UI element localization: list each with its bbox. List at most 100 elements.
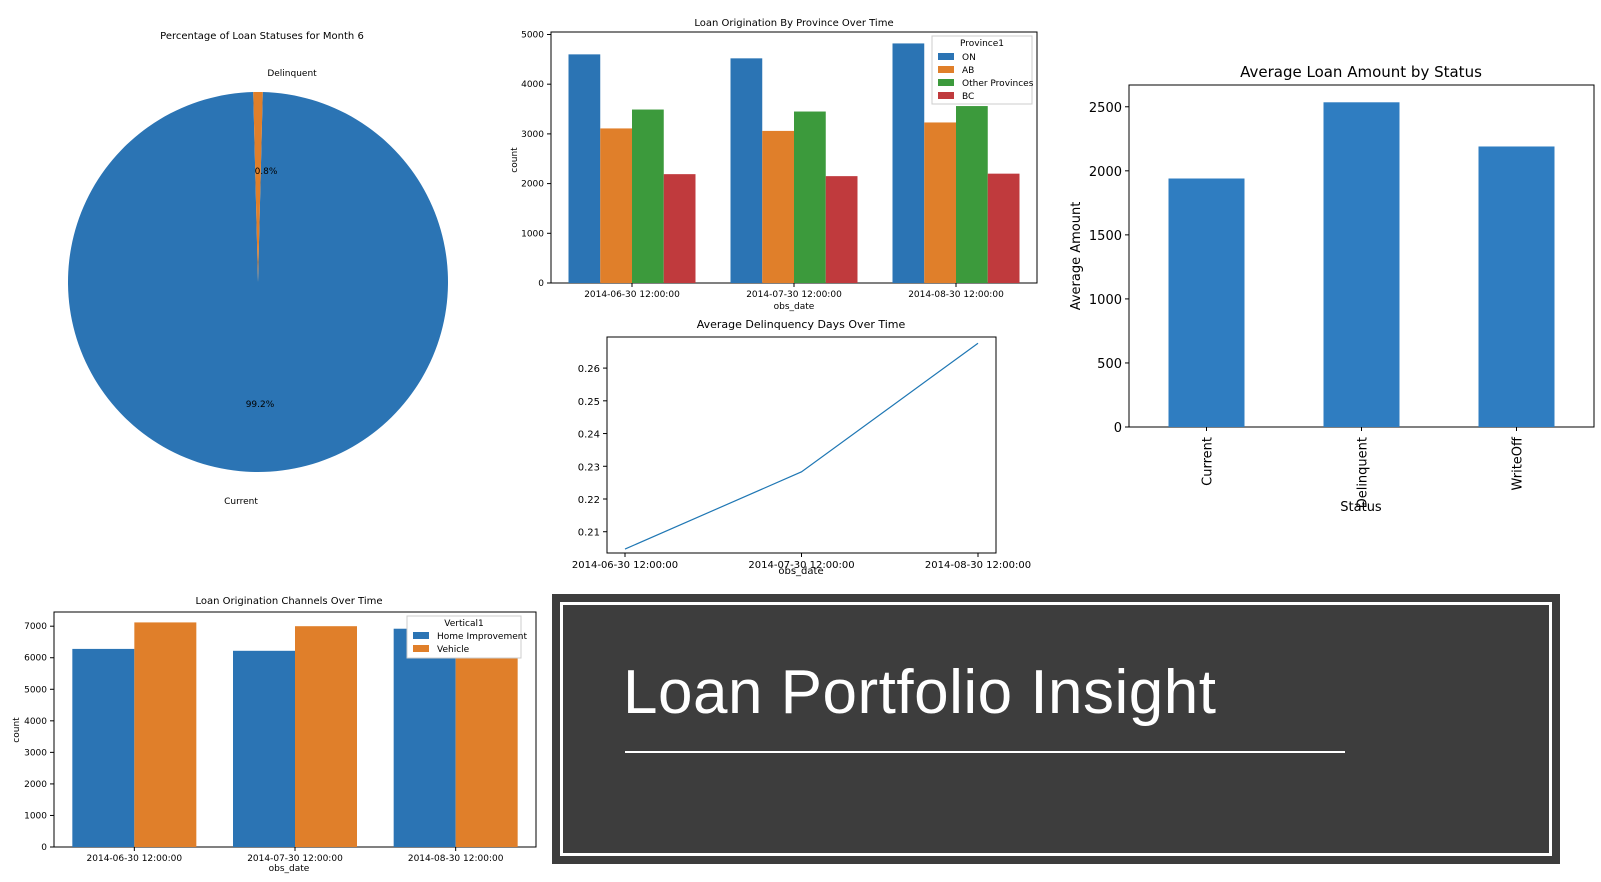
delinquency-ytick-label: 0.26 (578, 364, 600, 375)
province-origination-bar-chart: Loan Origination By Province Over Time 0… (510, 18, 1038, 312)
status-bar (1168, 178, 1245, 427)
channels-legend-swatch (413, 632, 429, 639)
delinquency-ytick-label: 0.24 (578, 430, 600, 441)
channels-legend-label: Vehicle (437, 645, 470, 655)
status-xtick-label: Delinquent (1356, 437, 1371, 508)
province-xtick-label: 2014-07-30 12:00:00 (746, 290, 842, 300)
delinquency-ytick-label: 0.23 (578, 462, 600, 473)
delinquency-xlabel: obs_date (778, 566, 823, 577)
pie-label-delinquent: Delinquent (267, 69, 317, 79)
status-title: Average Loan Amount by Status (1240, 63, 1482, 81)
pie-title: Percentage of Loan Statuses for Month 6 (160, 31, 364, 42)
pie-label-current: Current (224, 497, 258, 507)
status-xtick-label: WriteOff (1511, 436, 1526, 491)
delinquency-ytick-label: 0.25 (578, 397, 600, 408)
province-legend-swatch (938, 92, 954, 99)
province-bar (794, 111, 826, 283)
province-bar (632, 109, 664, 283)
status-xtick-label: Current (1201, 437, 1216, 486)
channels-bar (393, 628, 456, 847)
province-title: Loan Origination By Province Over Time (694, 18, 893, 29)
delinquency-xtick-label: 2014-08-30 12:00:00 (925, 560, 1031, 571)
status-ytick-label: 0 (1114, 421, 1122, 436)
channels-bar (455, 629, 518, 847)
banner-inner-border: Loan Portfolio Insight (560, 602, 1552, 856)
channels-xtick-label: 2014-07-30 12:00:00 (247, 854, 343, 864)
channels-ytick-label: 6000 (24, 654, 47, 664)
loan-status-pie-chart: Percentage of Loan Statuses for Month 6 … (67, 31, 448, 507)
delinquency-series-line (624, 342, 979, 550)
province-legend-label: ON (962, 53, 976, 63)
channels-bar (134, 622, 197, 847)
delinquency-xtick-label: 2014-07-30 12:00:00 (748, 560, 854, 571)
province-bar (600, 128, 632, 283)
status-xlabel: Status (1340, 500, 1382, 515)
status-bar (1478, 146, 1555, 427)
province-ytick-label: 1000 (521, 229, 544, 239)
province-bar (730, 58, 763, 283)
pie-slice-delinquent (253, 92, 263, 282)
channels-ytick-label: 5000 (24, 685, 47, 695)
channels-xtick-label: 2014-06-30 12:00:00 (87, 854, 183, 864)
channels-legend-swatch (413, 645, 429, 652)
province-ylabel: count (510, 147, 520, 173)
status-ylabel: Average Amount (1069, 202, 1084, 311)
province-ytick-label: 0 (538, 279, 544, 289)
province-bar (892, 43, 925, 283)
province-legend-swatch (938, 79, 954, 86)
channels-legend-label: Home Improvement (437, 632, 527, 642)
channels-bar (72, 648, 135, 847)
banner-title: Loan Portfolio Insight (623, 658, 1217, 727)
pie-slice-current (67, 92, 448, 472)
channels-bar (233, 650, 295, 847)
delinquency-ytick-label: 0.21 (578, 528, 600, 539)
province-xtick-label: 2014-08-30 12:00:00 (908, 290, 1004, 300)
province-legend-label: BC (962, 92, 974, 102)
delinquency-line-chart: Average Delinquency Days Over Time 0.21 0… (572, 318, 1031, 577)
banner-underline (625, 751, 1345, 753)
channels-ytick-label: 4000 (24, 717, 47, 727)
status-ytick-label: 1000 (1089, 293, 1122, 308)
status-ytick-label: 2000 (1089, 165, 1122, 180)
channels-ytick-label: 2000 (24, 780, 47, 790)
channels-ytick-label: 7000 (24, 622, 47, 632)
title-banner: Loan Portfolio Insight (552, 594, 1560, 864)
province-ytick-label: 3000 (521, 130, 544, 140)
delinquency-ytick-label: 0.22 (578, 495, 600, 506)
province-legend-label: Other Provinces (962, 79, 1034, 89)
province-legend-swatch (938, 66, 954, 73)
pie-pct-current: 99.2% (246, 400, 275, 410)
province-legend-title: Province1 (960, 39, 1004, 49)
channels-xtick-label: 2014-08-30 12:00:00 (408, 854, 504, 864)
delinquency-title: Average Delinquency Days Over Time (697, 318, 906, 331)
status-ytick-label: 2500 (1089, 101, 1122, 116)
delinquency-plot-frame (606, 336, 997, 554)
channels-legend: Vertical1 Home Improvement Vehicle (406, 615, 527, 659)
province-xlabel: obs_date (774, 302, 815, 312)
channels-ylabel: count (12, 717, 22, 743)
status-amount-bar-chart: Average Loan Amount by Status 0 500 1000 15… (1069, 63, 1595, 515)
channels-xlabel: obs_date (269, 864, 310, 874)
province-bar (825, 176, 858, 283)
province-legend: Province1 ON AB Other Provinces BC (931, 35, 1034, 105)
channels-legend-title: Vertical1 (444, 619, 483, 629)
province-bar (924, 122, 956, 283)
province-bar (663, 174, 696, 283)
status-ytick-label: 1500 (1089, 229, 1122, 244)
delinquency-xtick-label: 2014-06-30 12:00:00 (572, 560, 678, 571)
status-ytick-label: 500 (1097, 357, 1122, 372)
channels-ytick-label: 0 (41, 843, 47, 853)
province-bar (762, 130, 794, 283)
channels-title: Loan Origination Channels Over Time (196, 596, 383, 607)
channels-ytick-label: 1000 (24, 811, 47, 821)
province-bar (956, 106, 988, 283)
province-xtick-label: 2014-06-30 12:00:00 (584, 290, 680, 300)
province-ytick-label: 5000 (521, 30, 544, 40)
province-ytick-label: 2000 (521, 180, 544, 190)
channels-origination-bar-chart: Loan Origination Channels Over Time 0 100… (12, 596, 537, 874)
province-legend-label: AB (962, 66, 974, 76)
pie-pct-delinquent: 0.8% (255, 167, 278, 177)
channels-ytick-label: 3000 (24, 748, 47, 758)
channels-bar (295, 626, 357, 847)
province-bar (987, 173, 1020, 283)
